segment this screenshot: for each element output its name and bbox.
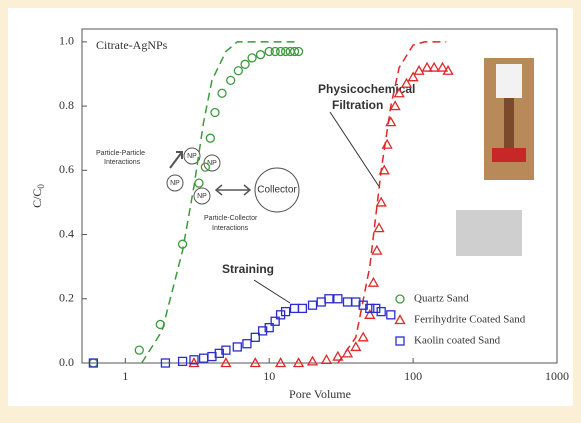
np-label: NP: [187, 153, 197, 160]
legend-label: Quartz Sand: [414, 293, 469, 305]
legend-label: Ferrihydrite Coated Sand: [414, 314, 526, 326]
y-label-main: C/C: [30, 189, 44, 208]
chart: Citrate-AgNPs Physicochemical Filtration…: [0, 0, 581, 423]
annotation: Straining: [222, 262, 274, 276]
y-tick-label: 0.0: [59, 355, 74, 369]
y-tick-label: 1.0: [59, 34, 74, 48]
y-tick-label: 0.4: [59, 226, 74, 240]
annotation: Interactions: [104, 159, 141, 166]
y-tick-label: 0.2: [59, 291, 74, 305]
column-photo: [484, 58, 534, 180]
y-tick-label: 0.8: [59, 98, 74, 112]
y-label-sub: 0: [36, 184, 46, 189]
x-tick-label: 100: [404, 369, 422, 383]
np-label: NP: [197, 193, 207, 200]
photo-part: [496, 64, 522, 98]
annotation: Particle-Particle: [96, 150, 145, 157]
annotation: Particle-Collector: [204, 215, 258, 222]
photo-part: [492, 148, 526, 162]
y-tick-label: 0.6: [59, 162, 74, 176]
annotation: Filtration: [332, 98, 383, 112]
np-label: NP: [170, 180, 180, 187]
sample-label: Citrate-AgNPs: [96, 38, 168, 52]
x-tick-label: 10: [263, 369, 275, 383]
collector-label: Collector: [257, 185, 297, 196]
x-tick-label: 1: [122, 369, 128, 383]
annotation: Physicochemical: [318, 82, 415, 96]
photo-part: [504, 98, 514, 148]
legend-label: Kaolin coated Sand: [414, 335, 501, 347]
annotation: Interactions: [212, 225, 249, 232]
x-tick-label: 1000: [545, 369, 569, 383]
micrograph: [456, 210, 522, 256]
x-axis-label: Pore Volume: [289, 387, 351, 401]
page: {"chart_data": { "type": "scatter", "x_l…: [0, 0, 581, 423]
